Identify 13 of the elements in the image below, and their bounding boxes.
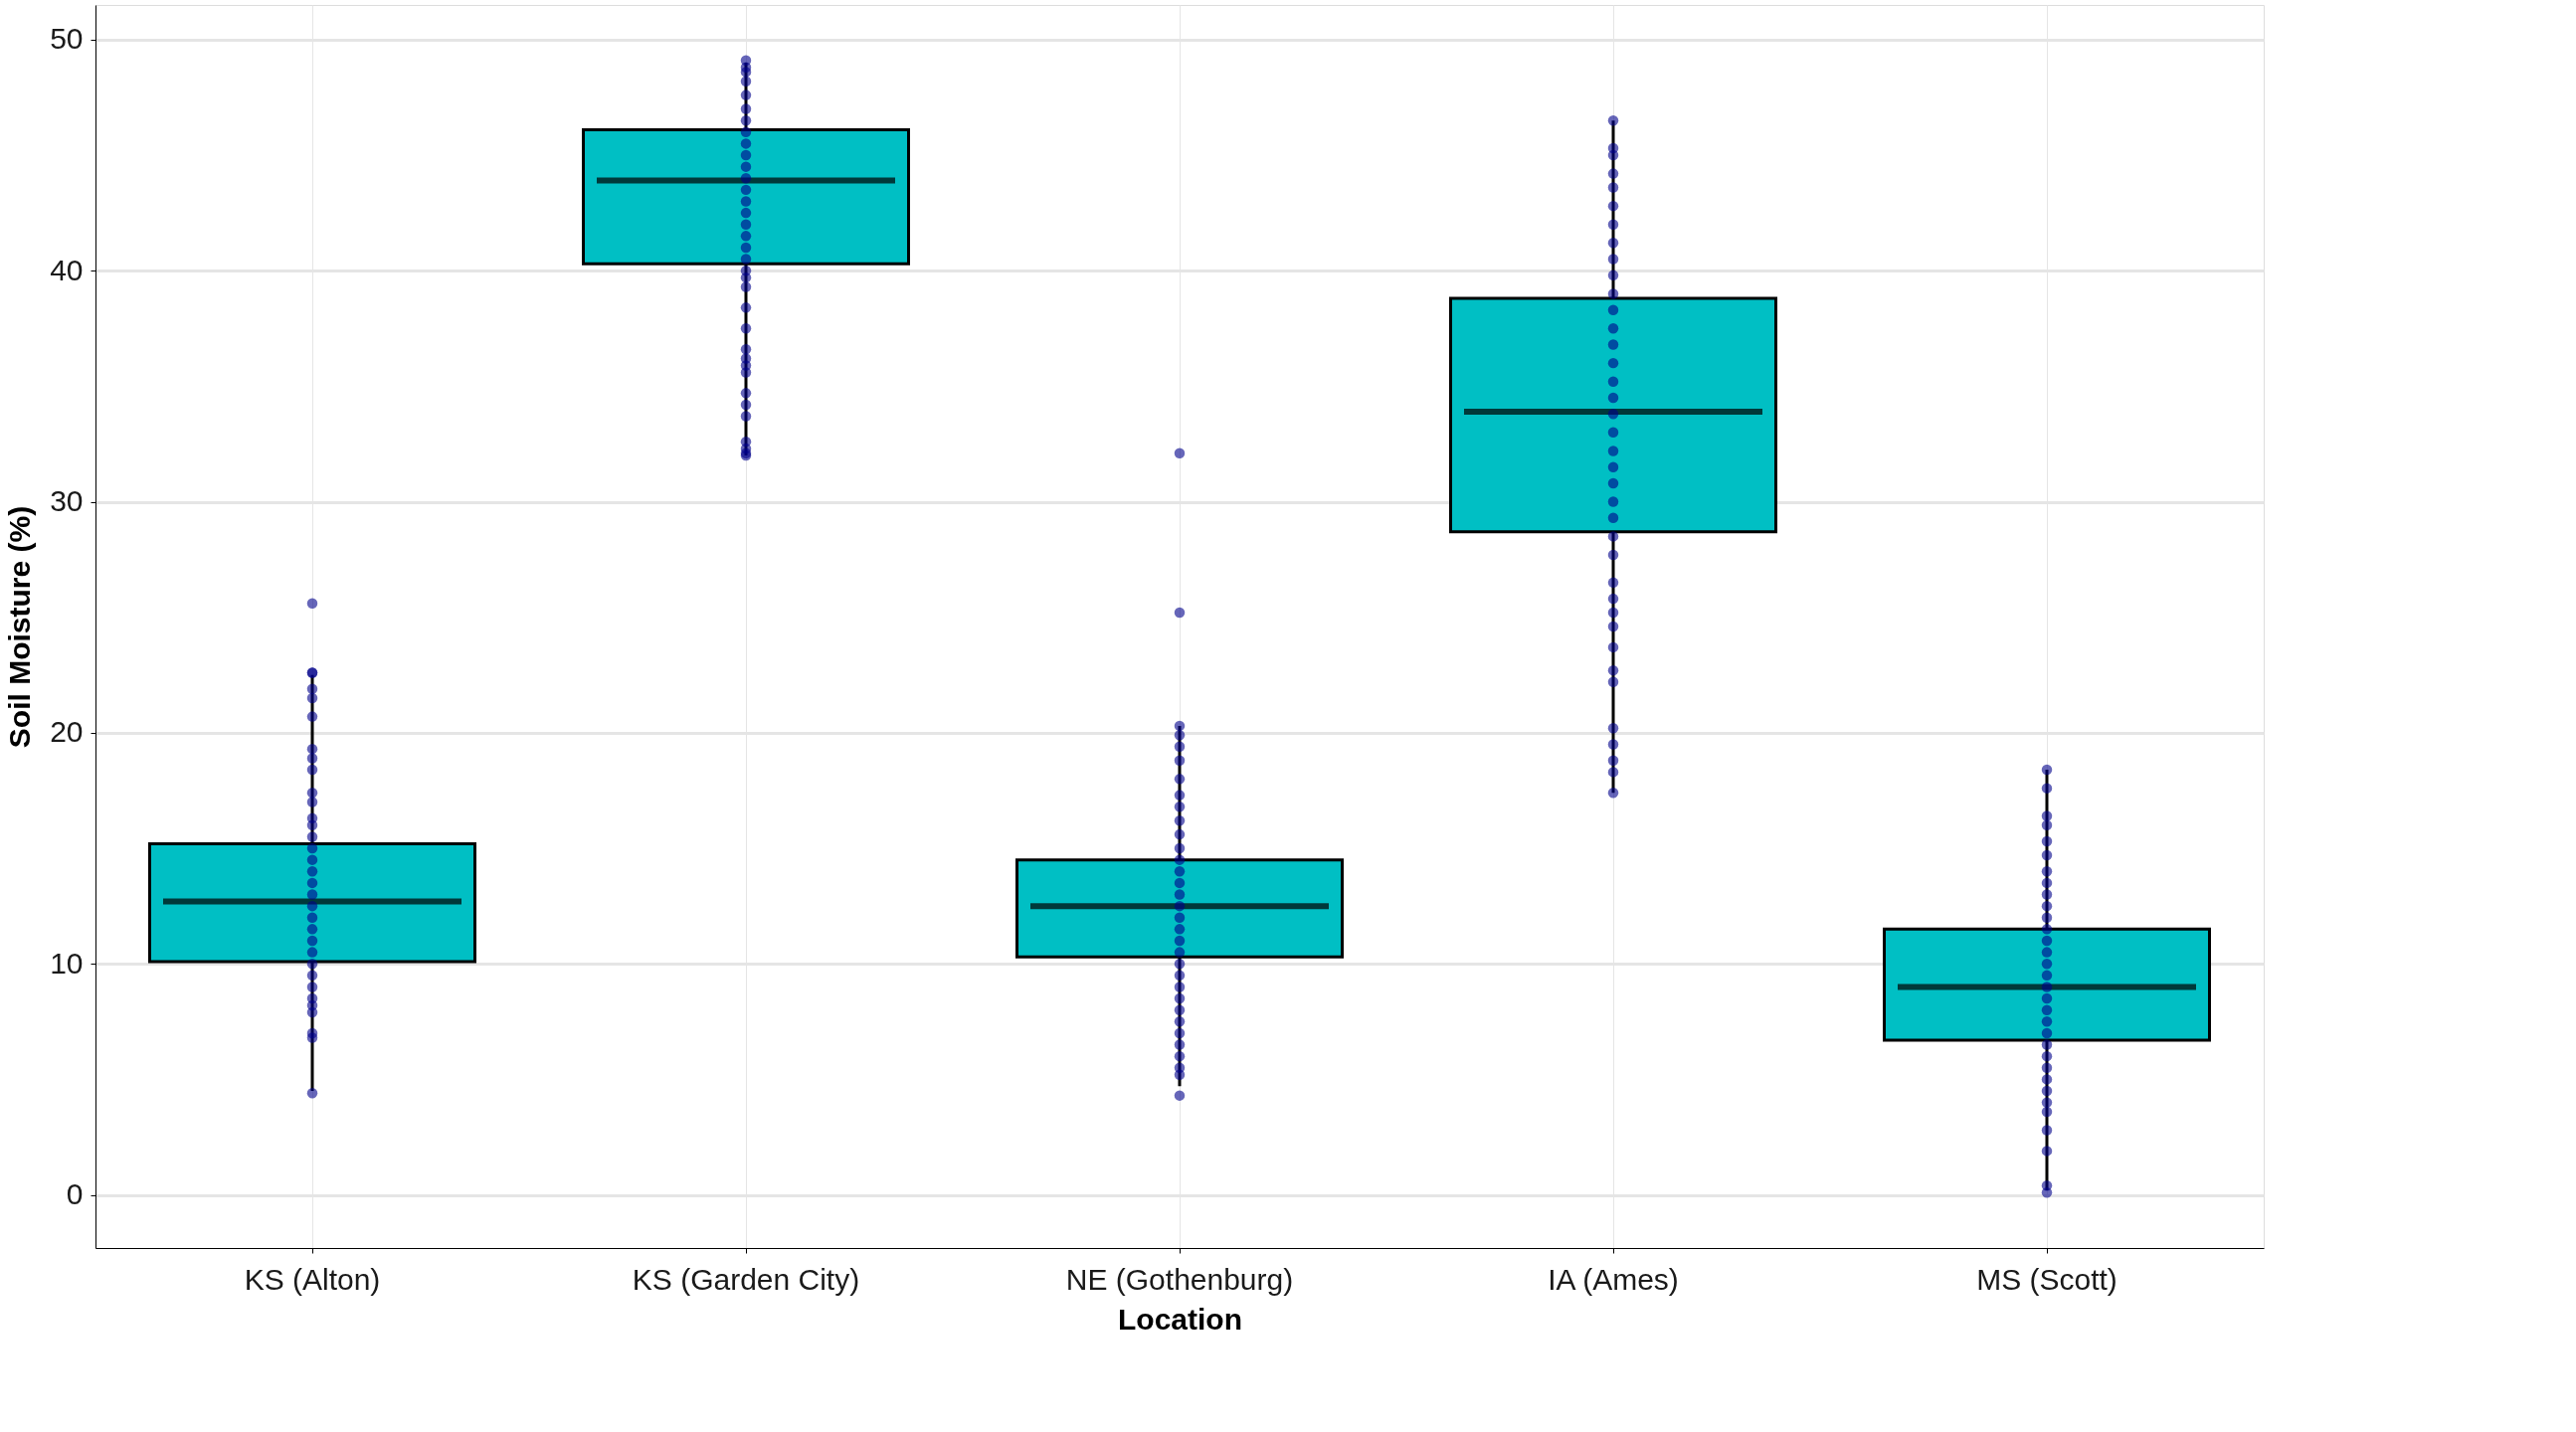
x-tick-label: KS (Alton) <box>244 1262 381 1296</box>
y-tick-label: 10 <box>50 946 84 980</box>
y-tick-label: 40 <box>50 253 84 286</box>
y-tick-label: 20 <box>50 715 84 749</box>
x-tick-label: KS (Garden City) <box>632 1262 860 1296</box>
x-axis-title: Location <box>1118 1302 1242 1336</box>
y-tick-label: 50 <box>50 22 84 56</box>
y-tick-label: 0 <box>66 1177 84 1211</box>
x-tick-label: IA (Ames) <box>1548 1262 1679 1296</box>
y-tick-label: 30 <box>50 484 84 518</box>
x-tick-label: MS (Scott) <box>1976 1262 2117 1296</box>
y-axis-title: Soil Moisture (%) <box>3 505 37 749</box>
x-tick-label: NE (Gothenburg) <box>1065 1262 1294 1296</box>
